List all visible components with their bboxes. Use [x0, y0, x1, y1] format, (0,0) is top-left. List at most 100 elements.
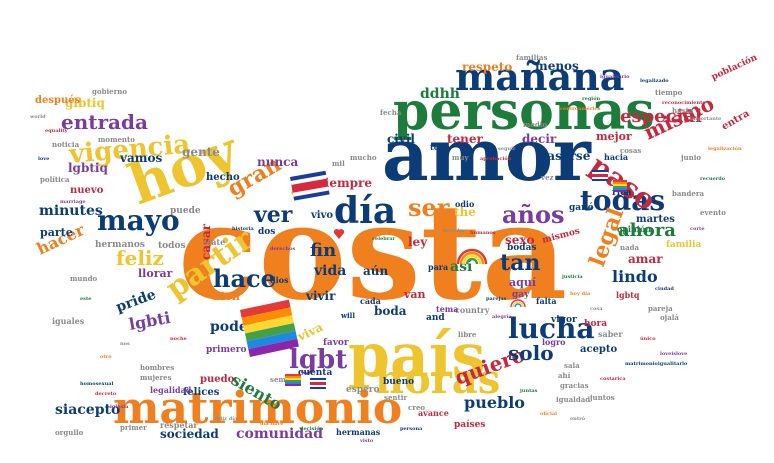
word-region: región [582, 95, 601, 102]
word-primer: primer [120, 423, 147, 432]
word-matrimonioigualitario: matrimonioigualitario [625, 361, 688, 367]
word-noticia: noticia [52, 140, 80, 149]
word-lgbtq: lgbtq [616, 290, 640, 300]
word-avance: avance [418, 408, 449, 418]
word-amor: amor [382, 112, 592, 197]
word-mayo: mayo [97, 204, 180, 237]
word-historia: historia [232, 226, 255, 232]
word-recuerdo: recuerdo [700, 176, 726, 182]
word-hermanas: hermanas [336, 427, 381, 437]
word-bodas: bodas [507, 243, 537, 253]
word-diversidad: diversidad [372, 258, 402, 264]
rainbow-pride-flag-icon [613, 180, 627, 192]
word-cosa: cosa [590, 306, 603, 312]
word-mujeres: mujeres [140, 373, 172, 382]
word-oficial: oficial [540, 411, 557, 417]
word-mucho: mucho [350, 153, 377, 162]
word-ser: ser [408, 193, 450, 222]
word-respeto: respeto [462, 60, 512, 74]
word-igualitario: igualitario [600, 74, 630, 80]
word-espero: espero [346, 385, 380, 395]
word-parte: parte [40, 226, 73, 239]
word-felices: felices [183, 387, 220, 398]
word-poblacion: población [710, 52, 760, 83]
word-evento: evento [700, 208, 726, 217]
word-libre: libre [458, 330, 477, 339]
word-hermanos: hermanos [95, 240, 145, 250]
word-bueno: bueno [383, 377, 414, 387]
word-odio: odio [455, 199, 475, 209]
word-bandera: bandera [672, 189, 705, 198]
word-acepto: acepto [580, 344, 618, 355]
word-falta: falta [536, 296, 557, 306]
word-glbtiq: glbtiq [65, 96, 105, 110]
word-matrimonio: matrimonio [113, 383, 402, 434]
word-creo: creo [408, 403, 425, 412]
word-ver: ver [253, 202, 293, 228]
word-despues: después [35, 95, 81, 106]
word-ddhh: ddhh [420, 86, 460, 102]
word-visto: visto [359, 438, 374, 444]
word-primero: primero [206, 345, 246, 355]
word-aun: aún [363, 264, 389, 278]
word-world: world [29, 114, 46, 120]
word-sociedad: sociedad [160, 427, 219, 441]
word-respetar: respetar [160, 420, 198, 430]
word-casarse: casarse [540, 149, 591, 163]
word-decir: decir [522, 132, 557, 146]
word-parejas: parejas [486, 296, 507, 302]
word-lgbt: lgbt [289, 345, 347, 375]
rainbow-icon [510, 299, 526, 308]
word-reconocimiento: reconocimiento [662, 100, 706, 106]
word-nos: nos [120, 341, 130, 347]
word-igualdad: igualdad [556, 395, 590, 404]
word-puedo: puedo [200, 374, 235, 385]
word-centroamerica: centroamérica [560, 105, 601, 112]
word-podran: mundo [70, 274, 97, 283]
word-legalizacion: legalización [708, 145, 742, 152]
word-persona: persona [400, 426, 423, 432]
word-sala: sala [564, 361, 580, 370]
word-feliz: feliz [116, 246, 164, 270]
costa-rica-flag-icon [310, 378, 326, 389]
word-aqui: aquí [509, 276, 537, 289]
word-este: este [80, 296, 92, 302]
word-cosas: cosas [620, 146, 641, 155]
word-sexo: sexo [505, 233, 535, 247]
word-ley: ley [408, 235, 428, 249]
word-state: state [203, 237, 225, 247]
word-gay: gay [512, 290, 530, 300]
word-country: country [455, 305, 490, 315]
word-otro: otro [100, 354, 112, 360]
word-cuenta: cuenta [298, 368, 332, 378]
word-siempre: siempre [318, 176, 372, 190]
word-decreto: decreto [95, 391, 117, 397]
word-justicia: justicia [561, 274, 583, 280]
word-love: love [38, 156, 49, 162]
word-dos: dos [258, 227, 275, 237]
word-sentir: sentir [384, 393, 407, 402]
word-comunidad: comunidad [236, 426, 323, 442]
word-lindo: lindo [612, 267, 658, 286]
word-amar: amar [628, 252, 663, 266]
rainbow-pride-flag-icon [240, 299, 299, 357]
word-nuevo: nuevo [70, 185, 104, 196]
word-juntas: juntas [519, 388, 538, 394]
word-orgullo: orgullo [55, 428, 84, 437]
word-legalidad: legalidad [150, 385, 192, 395]
word-puede: puede [170, 206, 201, 216]
word-horas: horas [375, 356, 500, 403]
word-vez: vez [540, 173, 554, 182]
word-vivo: vivo [310, 210, 333, 221]
word-gente: gente [182, 145, 220, 159]
word-pueblo: pueblo [464, 393, 525, 412]
word-hora: hora [584, 319, 607, 329]
word-seguir: seguir [498, 146, 516, 152]
word-gano: ganó [569, 202, 594, 213]
word-pais: país [348, 321, 485, 391]
word-junio: junio [680, 153, 701, 162]
word-dia: día [334, 190, 396, 232]
word-casar: casar [199, 223, 213, 260]
